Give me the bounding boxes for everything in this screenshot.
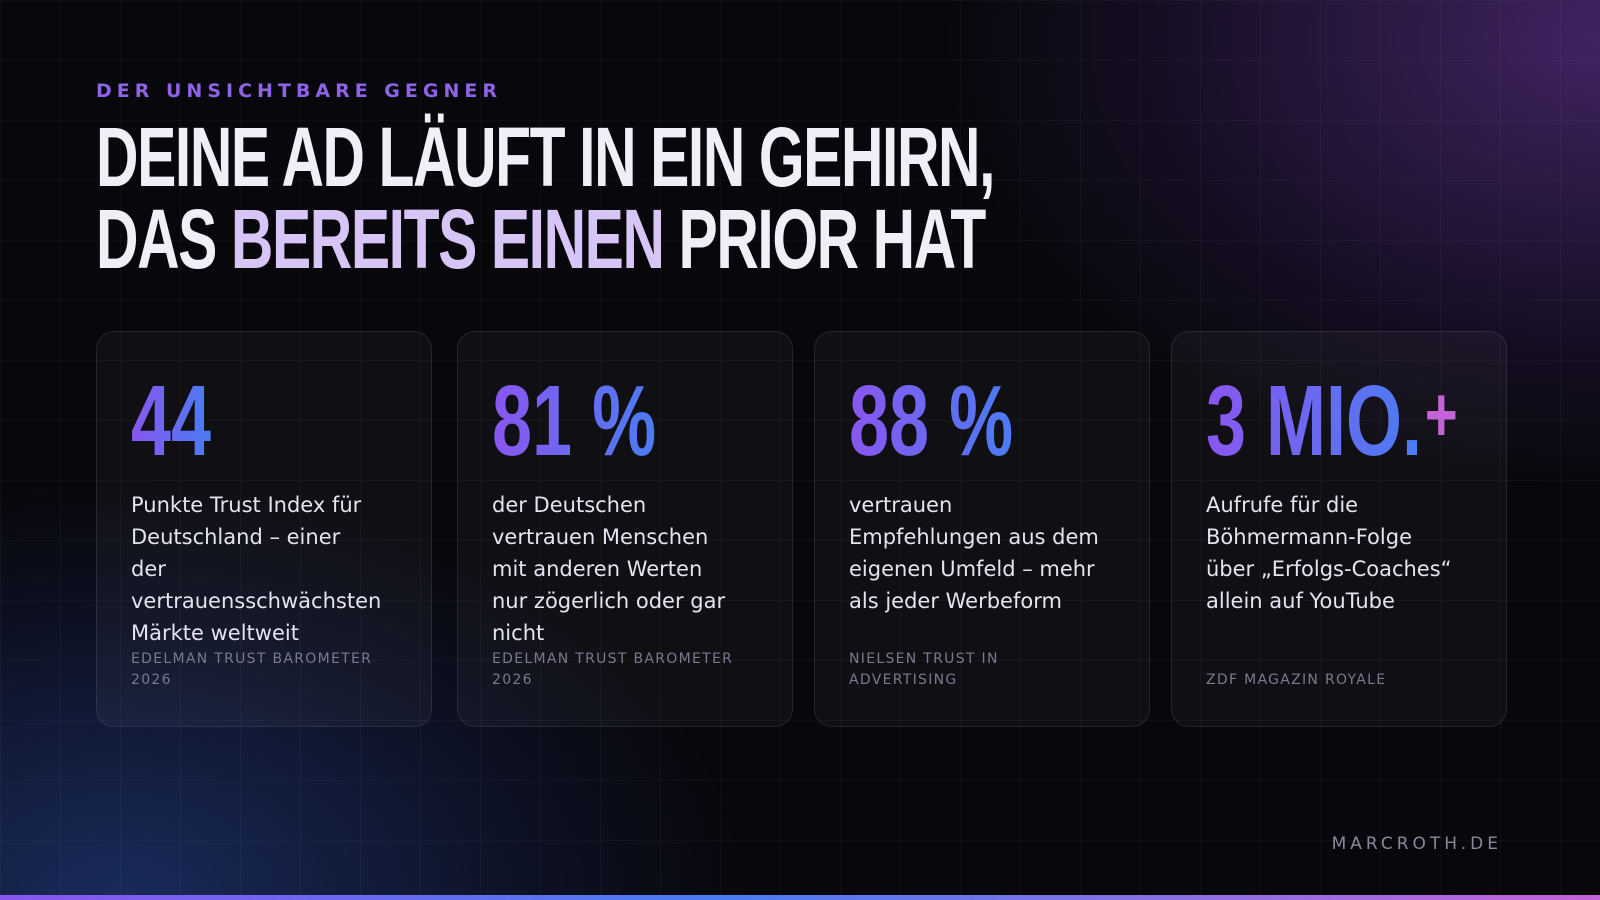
stat-card-values-trust: 81 % der Deutschen vertrauen Menschen mi… <box>457 331 793 727</box>
headline-main: DEINE AD LÄUFT IN EIN GEHIRN, DAS <box>96 110 995 286</box>
stat-description: Aufrufe für die Böhmermann-Folge über „E… <box>1206 493 1452 613</box>
stat-source: ZDF MAGAZIN ROYALE <box>1206 672 1387 688</box>
stat-value: 3 MIO.+ <box>1206 354 1458 481</box>
stat-value: 44 <box>131 354 214 481</box>
eyebrow-label: DER UNSICHTBARE GEGNER <box>96 80 502 102</box>
headline: DEINE AD LÄUFT IN EIN GEHIRN, DAS BEREIT… <box>96 115 1104 281</box>
bottom-gradient-bar <box>0 895 1600 900</box>
footer-website: MARCROTH.DE <box>1331 834 1502 854</box>
stat-number: 3 MIO. <box>1206 365 1423 477</box>
stat-source: EDELMAN TRUST BAROMETER 2026 <box>131 651 373 688</box>
stat-description: vertrauen Empfehlungen aus dem eigenen U… <box>849 493 1099 613</box>
stat-description: der Deutschen vertrauen Menschen mit and… <box>492 493 726 645</box>
stat-suffix: + <box>1424 370 1458 458</box>
stat-value: 88 % <box>849 354 1016 481</box>
stat-source: NIELSEN TRUST IN ADVERTISING <box>849 651 999 688</box>
headline-accent: BEREITS EINEN <box>230 192 665 286</box>
stat-card-youtube-views: 3 MIO.+ Aufrufe für die Böhmermann-Folge… <box>1171 331 1507 727</box>
stat-number: 88 % <box>849 365 1014 477</box>
stat-number: 81 % <box>492 365 657 477</box>
stat-card-trust-index: 44 Punkte Trust Index für Deutschland – … <box>96 331 432 727</box>
stat-value: 81 % <box>492 354 659 481</box>
headline-end: PRIOR HAT <box>663 192 986 286</box>
stat-description: Punkte Trust Index für Deutschland – ein… <box>131 493 382 645</box>
stat-source: EDELMAN TRUST BAROMETER 2026 <box>492 651 734 688</box>
stat-number: 44 <box>131 365 212 477</box>
stat-card-recommendations: 88 % vertrauen Empfehlungen aus dem eige… <box>814 331 1150 727</box>
